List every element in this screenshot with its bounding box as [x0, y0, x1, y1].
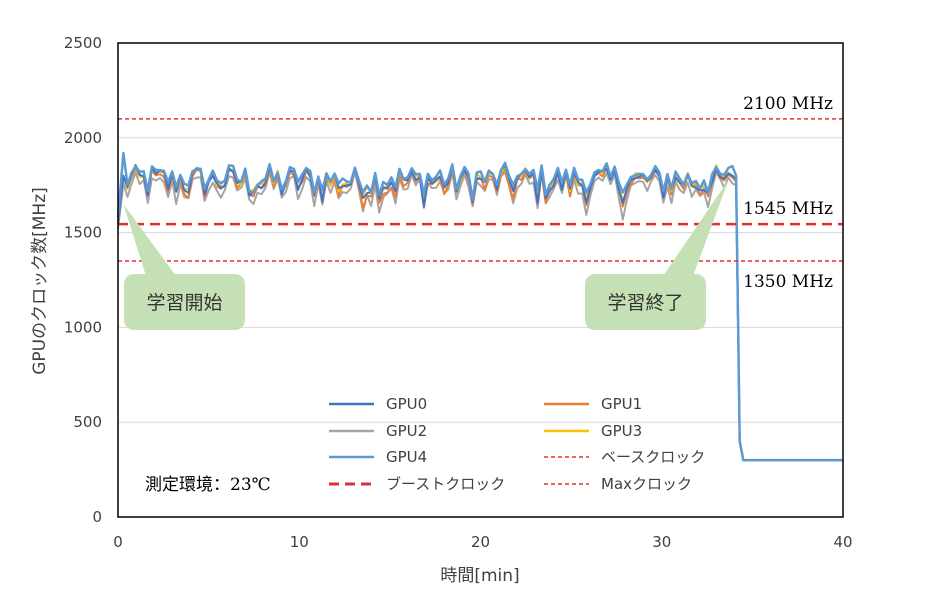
series-line-gpu2 — [117, 170, 843, 462]
y-tick-label: 2000 — [64, 129, 102, 147]
series-line-gpu4 — [116, 151, 843, 462]
y-tick-label: 0 — [92, 508, 102, 526]
reference-label: 1350 MHz — [743, 272, 833, 292]
y-tick-label: 1000 — [64, 318, 102, 336]
callout-box — [585, 274, 706, 330]
legend-label: GPU0 — [386, 395, 427, 413]
reference-label: 2100 MHz — [743, 94, 833, 114]
legend-label: GPU1 — [601, 395, 642, 413]
plot-frame — [117, 42, 844, 518]
series-lines — [116, 151, 843, 462]
legend-label: GPU3 — [601, 422, 642, 440]
y-tick-label: 2500 — [64, 34, 102, 52]
x-axis-title: 時間[min] — [440, 566, 519, 586]
callout-label: 学習開始 — [146, 292, 222, 314]
reference-lines — [118, 118, 843, 262]
callout-pointer — [663, 179, 729, 276]
y-tick-label: 500 — [73, 413, 102, 431]
x-tick-label: 0 — [113, 533, 123, 551]
callout-pointer — [123, 204, 176, 276]
y-axis-title: GPUのクロック数[MHz] — [30, 187, 50, 375]
legend-label: GPU4 — [386, 448, 427, 466]
reference-labels: 2100 MHz 1545 MHz 1350 MHz — [743, 94, 833, 292]
legend-label: Maxクロック — [601, 475, 692, 493]
legend-label: GPU2 — [386, 422, 427, 440]
legend-label: ベースクロック — [601, 448, 705, 466]
y-tick-label: 1500 — [64, 224, 102, 242]
callout-label: 学習終了 — [607, 292, 683, 314]
x-tick-label: 20 — [471, 533, 490, 551]
env-note: 測定環境：23℃ — [145, 475, 271, 495]
legend-label: ブーストクロック — [386, 475, 505, 493]
x-tick-label: 40 — [833, 533, 852, 551]
reference-label: 1545 MHz — [743, 199, 833, 219]
x-tick-label: 10 — [290, 533, 309, 551]
x-tick-label: 30 — [652, 533, 671, 551]
y-axis-ticks: 0 500 1000 1500 2000 2500 — [64, 34, 102, 526]
x-axis-ticks: 0 10 20 30 40 — [113, 533, 852, 551]
callout-box — [124, 274, 245, 330]
callouts: 学習開始 学習終了 — [123, 179, 729, 330]
